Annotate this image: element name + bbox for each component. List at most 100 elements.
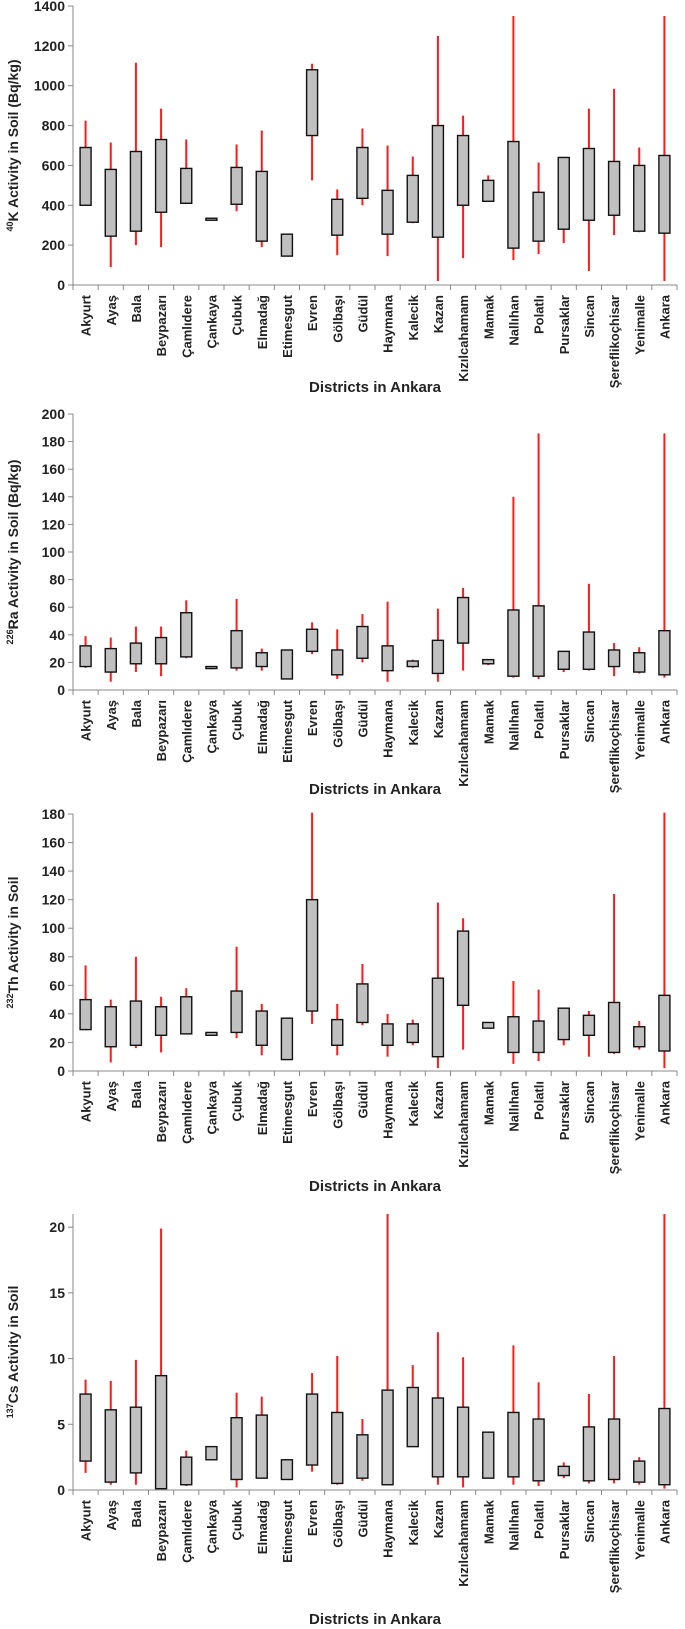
box-16 — [482, 179, 495, 202]
x-tick-label: Etimesgut — [280, 699, 295, 763]
x-tick-label: Kalecik — [406, 699, 421, 745]
box-13 — [406, 1023, 419, 1044]
box-5 — [205, 1031, 218, 1037]
x-tick-label: Polatlı — [532, 1500, 547, 1539]
x-tick-label: Beypazarı — [154, 1081, 169, 1142]
y-tick-label: 200 — [42, 406, 66, 422]
y-tick-label: 60 — [49, 977, 65, 993]
x-tick-label: Nallıhan — [506, 1081, 521, 1132]
x-tick-label: Ayaş — [104, 1081, 119, 1112]
x-tick-label: Çamlıdere — [179, 1500, 194, 1563]
x-tick-label: Pursaklar — [557, 700, 572, 759]
x-tick-label: Akyurt — [79, 294, 94, 336]
x-axis-label: Districts in Ankara — [309, 1611, 442, 1628]
y-tick-label: 5 — [57, 1416, 65, 1432]
box-9 — [305, 898, 319, 1012]
box-2 — [129, 642, 143, 665]
box-10 — [331, 1018, 344, 1047]
box-2 — [129, 1406, 143, 1474]
chart-k40: 0 200 400 600 800 1000 1200 1400 Akyurt Ayaş Bala B… — [5, 0, 678, 396]
box-7 — [255, 1414, 268, 1479]
x-tick-label: Güdül — [355, 1081, 370, 1119]
box-2 — [129, 150, 143, 232]
box-0 — [79, 645, 92, 668]
box-8 — [280, 233, 294, 257]
box-14 — [431, 977, 445, 1058]
box-19 — [557, 1465, 570, 1477]
x-tick-label: Haymana — [381, 1499, 396, 1558]
box-20 — [582, 1014, 596, 1037]
box-1 — [104, 647, 117, 673]
box-14 — [431, 124, 445, 238]
box-16 — [482, 1021, 495, 1029]
x-axis-label: Districts in Ankara — [309, 781, 442, 798]
x-tick-label: Evren — [305, 295, 320, 331]
x-tick-label: Gölbaşı — [330, 700, 345, 748]
y-tick-label: 0 — [57, 682, 65, 698]
box-0 — [79, 146, 92, 206]
x-tick-label: Güdül — [355, 295, 370, 333]
y-axis-label: 40K Activity in Soil (Bq/kg) — [5, 59, 21, 231]
box-3 — [154, 1006, 168, 1037]
box-18 — [532, 191, 545, 242]
y-tick-label: 20 — [49, 654, 65, 670]
box-19 — [557, 650, 570, 671]
box-5 — [205, 217, 218, 221]
y-axis-label: 232Th Activity in Soil — [5, 877, 21, 1009]
box-23 — [658, 629, 671, 676]
box-1 — [104, 1409, 117, 1483]
box-12 — [381, 1023, 394, 1046]
x-tick-label: Ankara — [657, 294, 672, 339]
y-tick-label: 800 — [42, 118, 66, 134]
chart-th232: 0 20 40 60 80 100 120 140 160 180 Akyurt Ayaş Bala Be… — [5, 806, 678, 1195]
box-12 — [381, 645, 394, 672]
box-17 — [507, 609, 520, 677]
box-22 — [633, 652, 646, 673]
y-tick-label: 0 — [57, 1063, 65, 1079]
x-tick-label: Çamlıdere — [179, 295, 194, 358]
box-11 — [356, 146, 369, 200]
x-tick-label: Bala — [129, 699, 144, 727]
x-tick-label: Kızılcahamam — [456, 700, 471, 787]
box-3 — [154, 138, 168, 213]
x-tick-label: Etimesgut — [280, 1499, 295, 1563]
box-5 — [205, 665, 218, 670]
y-axis-label: 137Cs Activity in Soil — [5, 1286, 21, 1419]
box-9 — [305, 1393, 319, 1466]
chart-ra226: 0 20 40 60 80 100 120 140 160 180 200 Akyurt Ayaş Bal… — [5, 406, 678, 798]
y-tick-label: 120 — [42, 892, 66, 908]
x-tick-label: Nallıhan — [506, 295, 521, 346]
y-tick-label: 20 — [49, 1034, 65, 1050]
box-22 — [633, 164, 646, 232]
box-23 — [658, 154, 671, 234]
x-tick-label: Ayaş — [104, 295, 119, 326]
y-tick-label: 400 — [42, 197, 66, 213]
box-8 — [280, 649, 294, 680]
box-11 — [356, 625, 369, 659]
box-8 — [280, 1459, 294, 1481]
y-tick-label: 140 — [42, 863, 66, 879]
y-tick-label: 0 — [57, 1482, 65, 1498]
box-17 — [507, 140, 520, 249]
x-tick-label: Nallıhan — [506, 1500, 521, 1551]
x-tick-label: Ayaş — [104, 1500, 119, 1531]
x-tick-label: Mamak — [481, 294, 496, 339]
y-tick-label: 160 — [42, 835, 66, 851]
x-tick-label: Çamlıdere — [179, 700, 194, 763]
x-tick-label: Kızılcahamam — [456, 295, 471, 382]
box-10 — [331, 198, 344, 236]
x-tick-label: Akyurt — [79, 1499, 94, 1541]
box-20 — [582, 1426, 596, 1482]
box-0 — [79, 1393, 92, 1462]
y-tick-label: 140 — [42, 489, 66, 505]
box-4 — [180, 167, 193, 204]
box-21 — [607, 1418, 621, 1481]
x-tick-label: Ankara — [657, 1499, 672, 1544]
box-0 — [79, 998, 92, 1031]
x-axis-label: Districts in Ankara — [309, 379, 442, 396]
box-11 — [356, 1434, 369, 1479]
x-tick-label: Mamak — [481, 699, 496, 744]
box-9 — [305, 628, 319, 653]
x-tick-label: Çamlıdere — [179, 1081, 194, 1144]
box-19 — [557, 156, 570, 230]
